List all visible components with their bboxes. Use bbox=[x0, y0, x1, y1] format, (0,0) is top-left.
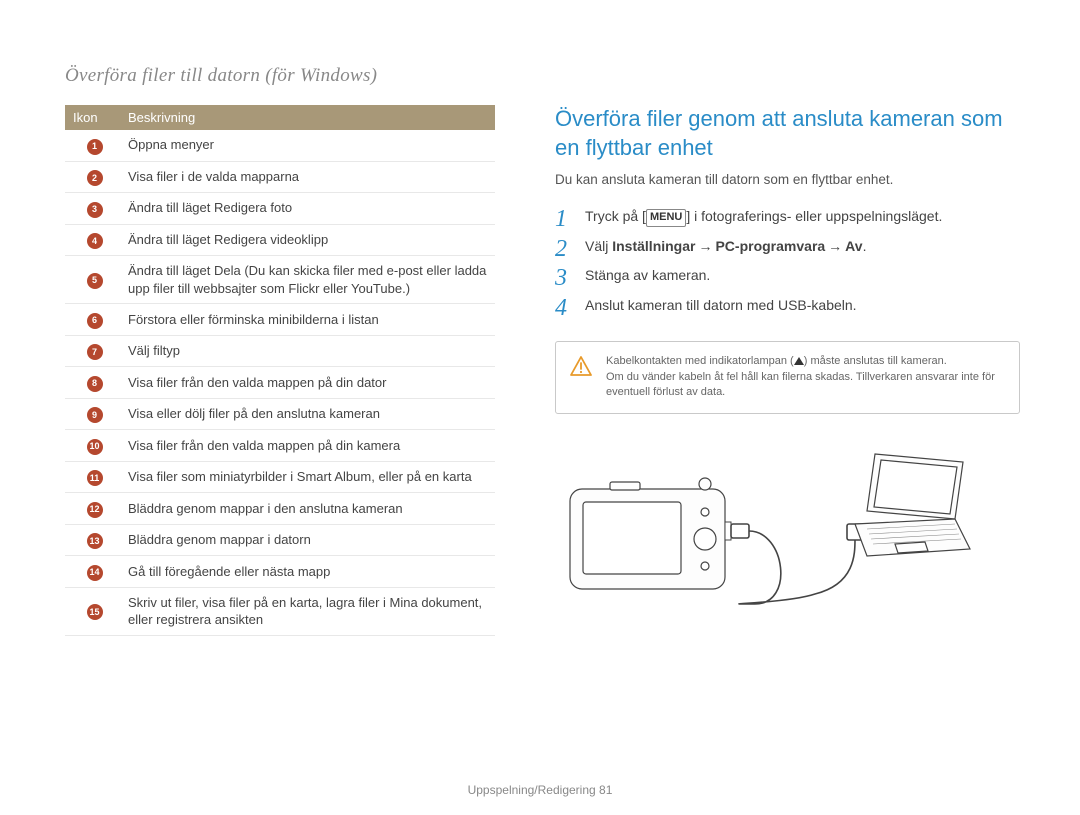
content-columns: Ikon Beskrivning 1 Öppna menyer 2 Visa fil… bbox=[65, 105, 1020, 636]
section-heading: Överföra filer genom att ansluta kameran… bbox=[555, 105, 1020, 162]
desc-cell: Visa filer som miniatyrbilder i Smart Al… bbox=[120, 461, 495, 493]
camera-laptop-illustration bbox=[555, 444, 975, 614]
desc-cell: Bläddra genom mappar i den anslutna kame… bbox=[120, 493, 495, 525]
col-head-icon: Ikon bbox=[65, 105, 120, 130]
desc-cell: Visa filer från den valda mappen på din … bbox=[120, 430, 495, 462]
desc-cell: Gå till föregående eller nästa mapp bbox=[120, 556, 495, 588]
step-item: Tryck på [MENU] i fotograferings- eller … bbox=[555, 207, 1020, 227]
table-row: 4 Ändra till läget Redigera videoklipp bbox=[65, 224, 495, 256]
number-circle-icon: 7 bbox=[87, 344, 103, 360]
number-circle-icon: 6 bbox=[87, 313, 103, 329]
desc-cell: Visa filer i de valda mapparna bbox=[120, 161, 495, 193]
step-item: Anslut kameran till datorn med USB-kabel… bbox=[555, 296, 1020, 316]
steps-list: Tryck på [MENU] i fotograferings- eller … bbox=[555, 207, 1020, 315]
left-column: Ikon Beskrivning 1 Öppna menyer 2 Visa fil… bbox=[65, 105, 495, 636]
desc-cell: Ändra till läget Redigera videoklipp bbox=[120, 224, 495, 256]
table-row: 6 Förstora eller förminska minibilderna i… bbox=[65, 304, 495, 336]
note-line: Om du vänder kabeln åt fel håll kan file… bbox=[606, 370, 1005, 402]
table-row: 11 Visa filer som miniatyrbilder i Smart … bbox=[65, 461, 495, 493]
table-row: 10 Visa filer från den valda mappen på di… bbox=[65, 430, 495, 462]
desc-cell: Skriv ut filer, visa filer på en karta, … bbox=[120, 587, 495, 635]
footer-section: Uppspelning/Redigering bbox=[468, 783, 596, 797]
number-circle-icon: 4 bbox=[87, 233, 103, 249]
table-row: 15 Skriv ut filer, visa filer på en karta… bbox=[65, 587, 495, 635]
intro-text: Du kan ansluta kameran till datorn som e… bbox=[555, 172, 1020, 187]
step-text: ] i fotograferings- eller uppspelningslä… bbox=[686, 208, 942, 224]
desc-cell: Bläddra genom mappar i datorn bbox=[120, 524, 495, 556]
step-item: Välj Inställningar→PC-programvara→Av. bbox=[555, 237, 1020, 257]
desc-cell: Välj filtyp bbox=[120, 335, 495, 367]
menu-button-label: MENU bbox=[646, 209, 686, 226]
page-title: Överföra filer till datorn (för Windows) bbox=[65, 65, 1020, 87]
number-circle-icon: 10 bbox=[87, 439, 103, 455]
number-circle-icon: 3 bbox=[87, 202, 103, 218]
page-footer: Uppspelning/Redigering 81 bbox=[0, 783, 1080, 797]
number-circle-icon: 11 bbox=[87, 470, 103, 486]
step-text: Välj bbox=[585, 238, 612, 254]
table-row: 13 Bläddra genom mappar i datorn bbox=[65, 524, 495, 556]
desc-cell: Förstora eller förminska minibilderna i … bbox=[120, 304, 495, 336]
number-circle-icon: 13 bbox=[87, 533, 103, 549]
col-head-desc: Beskrivning bbox=[120, 105, 495, 130]
desc-cell: Visa eller dölj filer på den anslutna ka… bbox=[120, 398, 495, 430]
desc-cell: Öppna menyer bbox=[120, 130, 495, 161]
footer-page-number: 81 bbox=[599, 783, 612, 797]
desc-cell: Ändra till läget Redigera foto bbox=[120, 193, 495, 225]
table-row: 9 Visa eller dölj filer på den anslutna k… bbox=[65, 398, 495, 430]
number-circle-icon: 14 bbox=[87, 565, 103, 581]
number-circle-icon: 5 bbox=[87, 273, 103, 289]
table-row: 5 Ändra till läget Dela (Du kan skicka fi… bbox=[65, 256, 495, 304]
table-row: 12 Bläddra genom mappar i den anslutna ka… bbox=[65, 493, 495, 525]
number-circle-icon: 12 bbox=[87, 502, 103, 518]
step-text: Tryck på [ bbox=[585, 208, 646, 224]
arrow-icon: → bbox=[828, 238, 842, 254]
icon-description-table: Ikon Beskrivning 1 Öppna menyer 2 Visa fil… bbox=[65, 105, 495, 636]
warning-note: Kabelkontakten med indikatorlampan () må… bbox=[555, 341, 1020, 415]
table-row: 1 Öppna menyer bbox=[65, 130, 495, 161]
number-circle-icon: 9 bbox=[87, 407, 103, 423]
table-row: 3 Ändra till läget Redigera foto bbox=[65, 193, 495, 225]
number-circle-icon: 2 bbox=[87, 170, 103, 186]
table-row: 7 Välj filtyp bbox=[65, 335, 495, 367]
bold-text: Av bbox=[845, 238, 862, 254]
step-item: Stänga av kameran. bbox=[555, 266, 1020, 286]
number-circle-icon: 15 bbox=[87, 604, 103, 620]
step-text: . bbox=[863, 238, 867, 254]
right-column: Överföra filer genom att ansluta kameran… bbox=[555, 105, 1020, 636]
desc-cell: Ändra till läget Dela (Du kan skicka fil… bbox=[120, 256, 495, 304]
note-line: Kabelkontakten med indikatorlampan () må… bbox=[606, 354, 1005, 370]
desc-cell: Visa filer från den valda mappen på din … bbox=[120, 367, 495, 399]
bold-text: PC-programvara bbox=[715, 238, 825, 254]
triangle-up-icon bbox=[794, 357, 804, 365]
bold-text: Inställningar bbox=[612, 238, 695, 254]
arrow-icon: → bbox=[698, 238, 712, 254]
warning-icon bbox=[570, 356, 592, 376]
table-row: 14 Gå till föregående eller nästa mapp bbox=[65, 556, 495, 588]
number-circle-icon: 1 bbox=[87, 139, 103, 155]
table-row: 8 Visa filer från den valda mappen på din… bbox=[65, 367, 495, 399]
number-circle-icon: 8 bbox=[87, 376, 103, 392]
table-row: 2 Visa filer i de valda mapparna bbox=[65, 161, 495, 193]
